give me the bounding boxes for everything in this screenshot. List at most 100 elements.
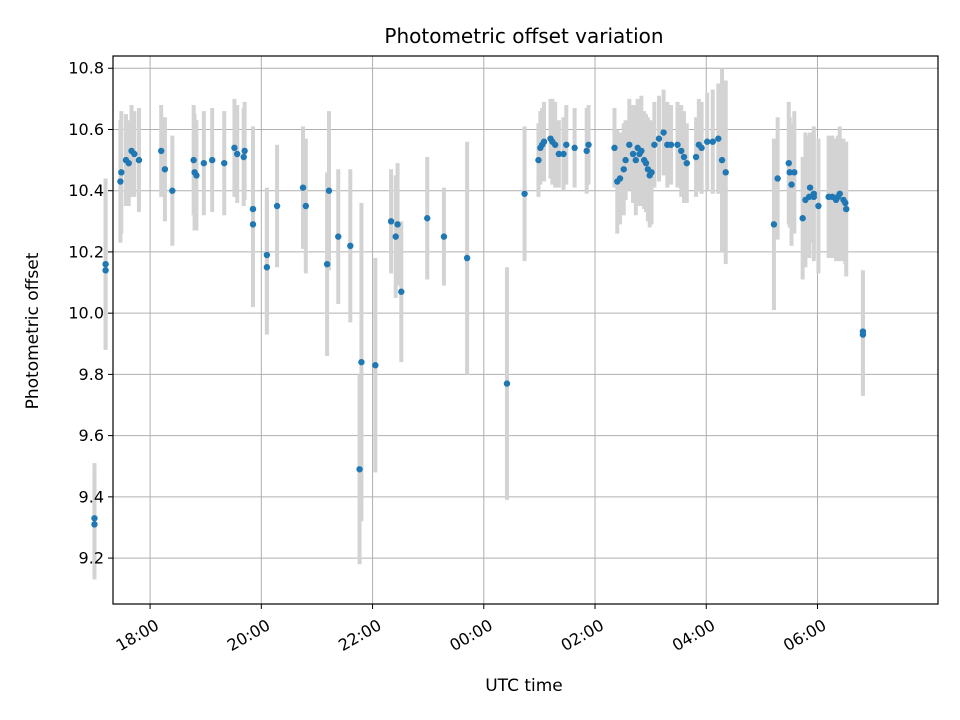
data-point bbox=[815, 202, 822, 210]
data-point bbox=[91, 515, 98, 522]
data-point bbox=[785, 159, 792, 167]
data-point bbox=[786, 169, 793, 176]
data-point bbox=[638, 147, 645, 155]
data-point bbox=[648, 169, 655, 176]
y-tick-label: 10.4 bbox=[68, 181, 104, 200]
data-point bbox=[859, 331, 867, 338]
data-point bbox=[622, 156, 629, 164]
data-point bbox=[709, 138, 716, 145]
data-point bbox=[323, 260, 331, 268]
data-point bbox=[263, 251, 271, 259]
data-point bbox=[620, 166, 627, 173]
data-point bbox=[563, 141, 570, 148]
data-point bbox=[440, 233, 448, 240]
data-point bbox=[249, 205, 257, 213]
data-point bbox=[674, 141, 681, 148]
data-point bbox=[131, 150, 138, 158]
data-point bbox=[667, 141, 675, 148]
data-point bbox=[540, 138, 548, 145]
y-tick-label: 9.2 bbox=[79, 549, 104, 568]
y-tick-label: 10.6 bbox=[68, 120, 104, 139]
data-point bbox=[651, 141, 658, 148]
x-tick-label: 00:00 bbox=[446, 615, 495, 655]
data-point bbox=[698, 144, 705, 152]
data-point bbox=[535, 156, 542, 164]
data-point bbox=[135, 156, 143, 164]
error-bars bbox=[92, 68, 865, 580]
data-point bbox=[325, 187, 333, 194]
data-point bbox=[169, 187, 176, 194]
data-point bbox=[774, 175, 781, 182]
data-point bbox=[358, 358, 365, 366]
data-point bbox=[629, 150, 637, 158]
x-tick-label: 06:00 bbox=[780, 615, 829, 655]
chart-title: Photometric offset variation bbox=[384, 24, 663, 48]
data-point bbox=[715, 135, 722, 142]
y-tick-label: 9.8 bbox=[79, 365, 104, 384]
y-axis-ticks: 9.2 9.4 9.6 9.8 10.0 10.2 10.4 10.6 10.8 bbox=[68, 59, 113, 568]
data-point bbox=[356, 466, 363, 473]
data-point bbox=[463, 254, 471, 262]
y-axis-label: Photometric offset bbox=[23, 252, 43, 409]
y-tick-label: 10.0 bbox=[68, 304, 104, 323]
data-point bbox=[125, 159, 132, 167]
data-point bbox=[102, 260, 109, 268]
data-point bbox=[655, 135, 663, 142]
data-point bbox=[810, 190, 817, 197]
data-point bbox=[680, 153, 688, 161]
data-point bbox=[118, 169, 125, 176]
data-point bbox=[335, 233, 342, 240]
data-point bbox=[241, 147, 248, 155]
data-point bbox=[842, 199, 849, 207]
data-point bbox=[718, 156, 726, 164]
data-point bbox=[200, 159, 208, 167]
data-point bbox=[626, 141, 633, 148]
data-point bbox=[551, 141, 559, 148]
data-point bbox=[263, 264, 271, 271]
y-tick-label: 10.8 bbox=[68, 59, 104, 78]
data-point bbox=[642, 159, 650, 167]
data-point bbox=[161, 166, 169, 173]
data-point bbox=[560, 150, 567, 158]
data-point bbox=[208, 156, 216, 164]
x-axis-label: UTC time bbox=[485, 676, 563, 696]
data-point bbox=[660, 129, 667, 136]
data-point bbox=[398, 288, 405, 295]
x-tick-label: 02:00 bbox=[558, 615, 607, 655]
data-point bbox=[611, 144, 618, 152]
data-point bbox=[571, 144, 578, 152]
data-point bbox=[91, 521, 98, 528]
data-point bbox=[158, 147, 165, 155]
data-point bbox=[347, 242, 354, 250]
y-tick-label: 10.2 bbox=[68, 242, 104, 261]
data-point bbox=[521, 190, 528, 197]
data-point bbox=[190, 156, 197, 164]
data-point bbox=[234, 150, 241, 158]
data-point bbox=[585, 141, 592, 148]
x-tick-label: 04:00 bbox=[669, 615, 718, 655]
x-tick-label: 20:00 bbox=[224, 615, 273, 655]
data-point bbox=[249, 221, 257, 228]
data-point bbox=[770, 221, 778, 228]
data-point bbox=[555, 150, 563, 158]
data-point bbox=[583, 147, 590, 155]
data-point bbox=[788, 181, 795, 188]
data-point bbox=[231, 144, 238, 152]
y-tick-label: 9.4 bbox=[79, 487, 104, 506]
data-point bbox=[805, 193, 813, 201]
data-point bbox=[372, 362, 379, 369]
data-point bbox=[193, 172, 200, 179]
data-point bbox=[117, 178, 124, 185]
data-point bbox=[240, 153, 247, 161]
data-point bbox=[424, 215, 431, 222]
x-tick-label: 18:00 bbox=[113, 615, 162, 655]
data-point bbox=[722, 169, 729, 176]
data-point bbox=[102, 267, 109, 274]
data-point bbox=[616, 175, 624, 182]
data-point bbox=[387, 218, 395, 225]
data-point bbox=[692, 153, 700, 161]
data-point bbox=[273, 202, 281, 210]
data-point bbox=[799, 215, 806, 222]
data-points bbox=[91, 129, 867, 528]
